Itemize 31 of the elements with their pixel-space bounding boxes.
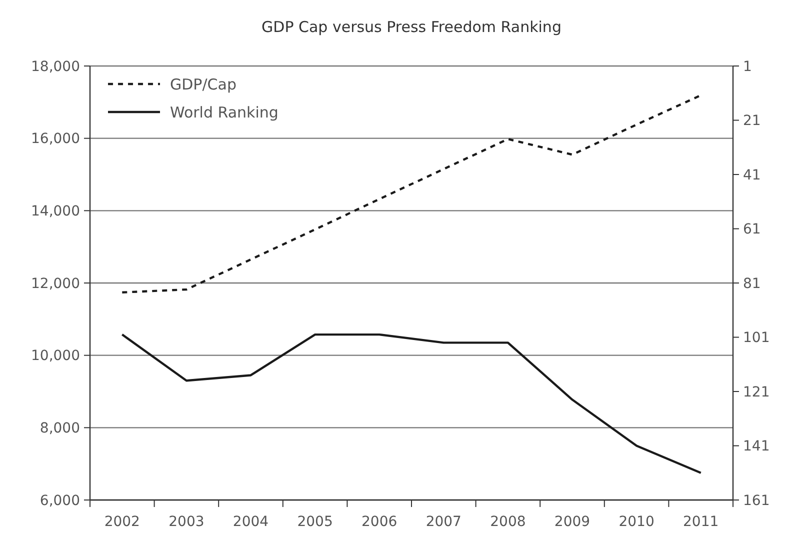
line-series <box>121 94 702 294</box>
x-tick-label: 2007 <box>426 514 462 530</box>
y2-tick-label: 61 <box>743 222 761 238</box>
legend-label: World Ranking <box>170 103 278 122</box>
y2-tick-label: 41 <box>743 167 761 184</box>
y-tick-label: 8,000 <box>40 420 80 437</box>
x-tick-label: 2006 <box>362 514 398 530</box>
y2-tick-label: 161 <box>743 492 770 509</box>
y-tick-label: 6,000 <box>40 492 80 509</box>
legend-label: GDP/Cap <box>170 75 236 94</box>
y2-tick-label: 81 <box>743 276 761 292</box>
x-tick-label: 2011 <box>683 514 719 530</box>
y-tick-label: 16,000 <box>31 131 80 148</box>
x-tick-label: 2010 <box>618 514 654 530</box>
y2-tick-label: 141 <box>743 438 770 455</box>
y-tick-label: 14,000 <box>31 204 80 220</box>
y2-tick-label: 1 <box>743 58 752 75</box>
y-tick-label: 10,000 <box>31 348 80 364</box>
x-tick-label: 2009 <box>554 514 590 530</box>
x-tick-label: 2004 <box>232 514 269 530</box>
x-tick-label: 2002 <box>104 514 140 530</box>
y-tick-label: 18,000 <box>31 58 80 75</box>
x-tick-label: 2003 <box>168 514 204 530</box>
y2-tick-label: 101 <box>743 330 770 346</box>
x-tick-label: 2008 <box>490 514 526 530</box>
line-series <box>121 333 702 474</box>
y2-tick-label: 21 <box>743 113 761 130</box>
chart-title: GDP Cap versus Press Freedom Ranking <box>262 18 562 36</box>
x-tick-label: 2005 <box>297 514 333 530</box>
y2-tick-label: 121 <box>743 384 770 400</box>
y-tick-label: 12,000 <box>31 276 80 292</box>
